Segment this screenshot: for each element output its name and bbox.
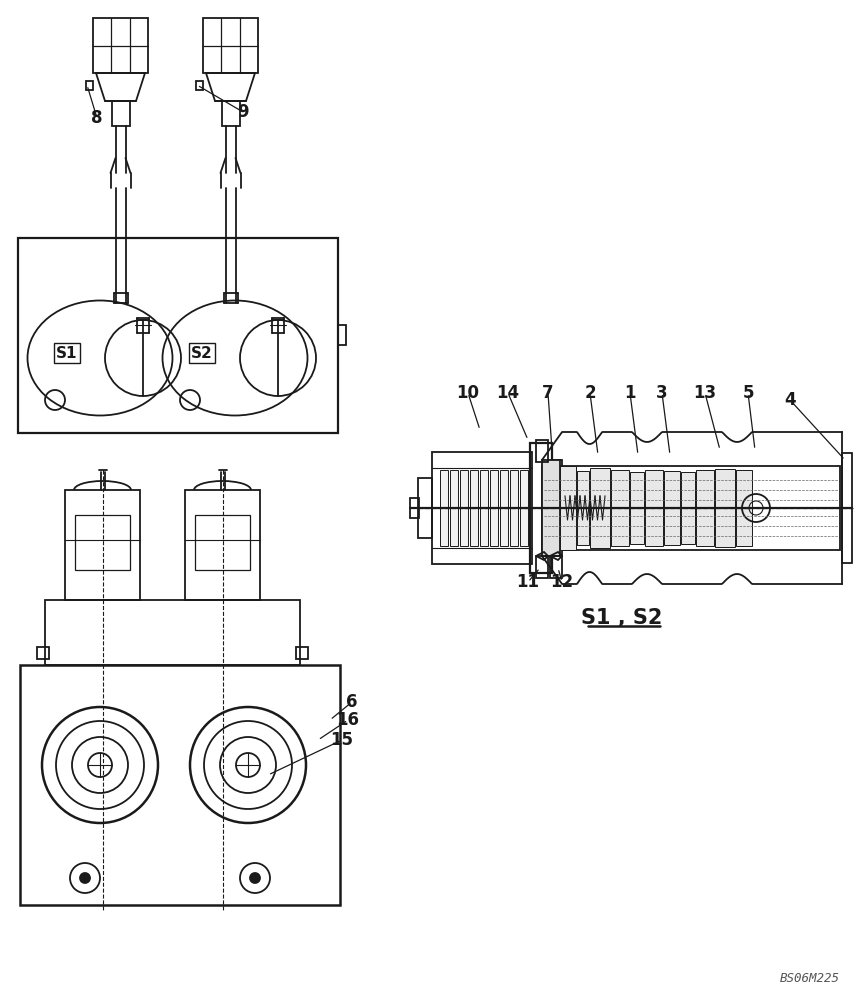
Bar <box>560 466 576 550</box>
Bar <box>590 468 610 548</box>
Bar <box>736 470 752 546</box>
Bar <box>630 472 644 544</box>
Bar <box>338 325 346 345</box>
Bar <box>450 470 458 546</box>
Bar <box>530 443 552 573</box>
Circle shape <box>80 873 90 883</box>
Text: 11: 11 <box>517 573 539 591</box>
Text: S1: S1 <box>56 346 78 360</box>
Bar <box>470 470 478 546</box>
Text: 3: 3 <box>656 384 668 402</box>
Text: 4: 4 <box>785 391 796 409</box>
Bar <box>195 515 250 570</box>
Bar <box>536 440 548 462</box>
Bar <box>715 469 735 547</box>
Bar <box>410 498 419 518</box>
Bar <box>577 471 589 545</box>
Bar <box>65 490 140 600</box>
Bar <box>111 101 130 126</box>
Bar <box>18 238 338 433</box>
Text: 14: 14 <box>497 384 519 402</box>
Bar <box>20 665 340 905</box>
Bar <box>536 556 548 578</box>
Text: 15: 15 <box>331 731 353 749</box>
Bar <box>203 18 258 73</box>
Bar <box>93 18 148 73</box>
Bar <box>542 466 840 550</box>
Text: BS06M225: BS06M225 <box>780 972 840 984</box>
Bar <box>432 452 532 564</box>
Text: 12: 12 <box>550 573 574 591</box>
Bar <box>681 472 695 544</box>
Bar <box>842 453 852 563</box>
Bar <box>37 647 49 659</box>
Bar <box>696 470 714 546</box>
Bar <box>75 515 130 570</box>
Bar <box>196 81 203 90</box>
Bar <box>645 470 663 546</box>
Text: 2: 2 <box>584 384 596 402</box>
Text: 7: 7 <box>543 384 554 402</box>
Bar <box>520 470 528 546</box>
Text: S1 , S2: S1 , S2 <box>581 608 663 628</box>
Bar <box>611 470 629 546</box>
Text: 1: 1 <box>625 384 636 402</box>
Bar <box>480 470 488 546</box>
Bar <box>562 472 587 544</box>
Bar <box>500 470 508 546</box>
Text: S2: S2 <box>191 346 213 360</box>
Bar <box>550 556 562 578</box>
Bar <box>418 478 432 538</box>
Bar <box>542 460 560 556</box>
Text: 16: 16 <box>336 711 359 729</box>
Bar <box>45 600 300 665</box>
Text: 5: 5 <box>742 384 753 402</box>
Text: 6: 6 <box>346 693 358 711</box>
Circle shape <box>250 873 260 883</box>
Bar <box>510 470 518 546</box>
Text: 9: 9 <box>238 103 249 121</box>
Bar <box>86 81 93 90</box>
Bar <box>664 471 680 545</box>
Bar <box>440 470 448 546</box>
Text: 8: 8 <box>92 109 103 127</box>
Text: 13: 13 <box>694 384 716 402</box>
Bar <box>460 470 468 546</box>
Bar <box>490 470 498 546</box>
Bar <box>185 490 260 600</box>
Bar <box>296 647 308 659</box>
Bar <box>221 101 239 126</box>
Text: 10: 10 <box>456 384 480 402</box>
Bar <box>552 460 562 556</box>
